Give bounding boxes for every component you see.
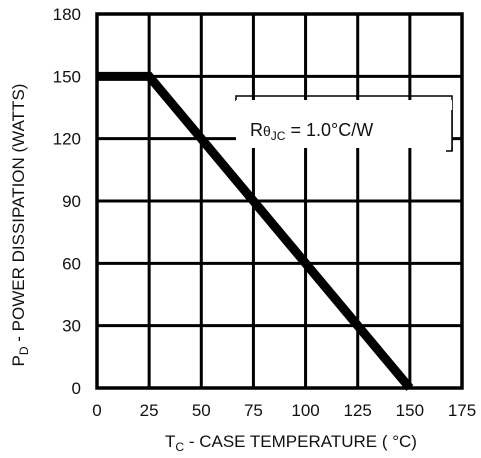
plot-frame: [95, 12, 464, 390]
x-tick-label: 50: [192, 401, 211, 420]
x-tick-label: 150: [396, 401, 424, 420]
x-tick-label: 125: [344, 401, 372, 420]
y-tick-label: 60: [62, 254, 81, 273]
y-tick-label: 30: [62, 317, 81, 336]
y-tick-label: 150: [53, 67, 81, 86]
y-tick-label: 120: [53, 130, 81, 149]
y-axis-title: PD - POWER DISSIPATION (WATTS): [9, 84, 31, 367]
grid: [97, 14, 462, 388]
y-tick-label: 90: [62, 192, 81, 211]
y-tick-labels: 0 30 60 90 120 150 180: [53, 5, 81, 398]
x-tick-label: 0: [92, 401, 101, 420]
series-line: [97, 71, 414, 391]
annotation: RθJC = 1.0°C/W: [235, 95, 453, 152]
x-tick-labels: 0 25 50 75 100 125 150 175: [92, 401, 476, 420]
x-tick-label: 175: [448, 401, 476, 420]
y-tick-label: 180: [53, 5, 81, 24]
annotation-text: RθJC = 1.0°C/W: [250, 120, 373, 143]
y-tick-label: 0: [72, 379, 81, 398]
x-tick-label: 100: [291, 401, 319, 420]
x-tick-label: 25: [140, 401, 159, 420]
x-tick-label: 75: [244, 401, 263, 420]
x-axis-title: TC - CASE TEMPERATURE ( °C): [165, 432, 417, 454]
